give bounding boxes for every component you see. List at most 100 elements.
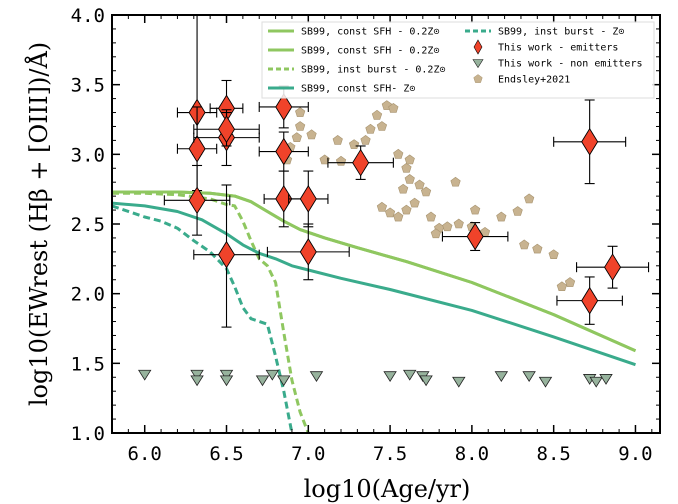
- endsley-point: [512, 206, 523, 216]
- non-emitter-point: [494, 371, 509, 383]
- legend-item: SB99, inst burst - Z⊙: [465, 27, 624, 38]
- endsley-point: [376, 201, 388, 212]
- endsley-points: [281, 100, 576, 292]
- legend-item: SB99, const SFH - 0.2Z⊙: [268, 27, 439, 38]
- y-tick-label: 3.5: [71, 75, 105, 97]
- endsley-point: [332, 135, 343, 145]
- legend-item: This work - non emitters: [472, 59, 643, 70]
- emitter-point: [327, 145, 394, 180]
- endsley-point: [442, 221, 453, 232]
- endsley-point: [556, 281, 567, 292]
- endsley-point: [564, 277, 576, 287]
- non-emitter-point: [255, 375, 270, 387]
- legend-label: SB99, inst burst - 0.2Z⊙: [301, 65, 446, 76]
- legend-item: Endsley+2021: [473, 74, 570, 86]
- endsley-point: [295, 121, 306, 131]
- endsley-point: [450, 176, 461, 187]
- non-emitter-point: [419, 375, 433, 387]
- legend-label: Endsley+2021: [498, 75, 570, 86]
- model-line-2: [112, 191, 310, 433]
- emitter-point: [288, 170, 329, 228]
- legend-item: SB99, inst burst - 0.2Z⊙: [268, 65, 446, 76]
- x-tick-label: 6.5: [209, 443, 243, 465]
- emitter-points: [163, 15, 650, 328]
- endsley-point: [404, 174, 415, 184]
- x-tick-label: 6.0: [128, 443, 162, 465]
- legend-item: SB99, const SFH- Z⊙: [268, 84, 415, 95]
- legend-label: SB99, inst burst - Z⊙: [498, 27, 624, 38]
- legend-swatch-pentagon: [473, 74, 483, 83]
- endsley-point: [519, 239, 530, 250]
- endsley-point: [384, 207, 396, 218]
- legend-swatch-triangle: [472, 59, 484, 69]
- non-emitter-point: [277, 375, 291, 387]
- endsley-point: [376, 121, 388, 131]
- endsley-point: [524, 193, 535, 204]
- x-tick-label: 8.0: [455, 443, 489, 465]
- non-emitter-point: [190, 375, 204, 387]
- non-emitter-point: [452, 376, 466, 388]
- emitter-marker: [581, 127, 599, 156]
- endsley-point: [388, 103, 399, 113]
- endsley-point: [430, 228, 441, 239]
- legend-label: SB99, const SFH- Z⊙: [301, 84, 415, 95]
- x-tick-label: 9.0: [618, 443, 652, 465]
- emitter-point: [441, 222, 509, 252]
- non-emitter-point: [309, 371, 324, 383]
- emitter-marker: [188, 186, 206, 215]
- non-emitter-point: [219, 369, 234, 381]
- endsley-point: [348, 139, 360, 149]
- axes: 6.0 6.5 7.0 7.5 8.0 8.5 9.0 1.0 1.5 2.0 2.5 3.0 3.5 4…: [71, 5, 661, 465]
- emitter-point: [193, 111, 260, 147]
- y-tick-label: 3.0: [71, 144, 105, 166]
- x-tick-label: 7.0: [291, 443, 325, 465]
- non-emitter-point: [265, 369, 280, 381]
- non-emitter-point: [383, 371, 397, 383]
- y-tick-label: 2.0: [71, 284, 105, 306]
- non-emitter-point: [538, 376, 553, 388]
- endsley-point: [295, 107, 306, 117]
- y-tick-label: 1.5: [71, 353, 105, 375]
- endsley-point: [398, 183, 409, 194]
- endsley-point: [425, 211, 437, 222]
- emitter-marker: [275, 137, 293, 166]
- non-emitter-point: [589, 376, 603, 388]
- x-axis-title: log10(Age/yr): [304, 475, 471, 503]
- emitter-marker: [352, 148, 370, 177]
- emitter-point: [258, 131, 309, 172]
- non-emitter-point: [137, 369, 152, 381]
- x-tick-label: 8.5: [537, 443, 571, 465]
- emitter-point: [193, 184, 260, 328]
- non-emitter-point: [402, 369, 417, 381]
- emitter-marker: [299, 238, 317, 266]
- model-lines: [112, 190, 637, 433]
- legend: SB99, const SFH - 0.2Z⊙ SB99, const SFH -…: [261, 21, 655, 99]
- emitter-point: [556, 276, 623, 325]
- endsley-point: [453, 218, 464, 229]
- endsley-point: [306, 129, 317, 140]
- y-axis-title: log10(EWrest (Hβ + [OIII])/Å): [24, 42, 53, 406]
- y-tick-label: 4.0: [71, 5, 105, 27]
- endsley-point: [420, 186, 432, 197]
- model-line-3: [112, 201, 636, 367]
- legend-label: SB99, const SFH - 0.2Z⊙: [301, 27, 439, 38]
- endsley-point: [401, 162, 412, 173]
- emitter-marker: [188, 134, 206, 163]
- non-emitter-points: [137, 369, 613, 388]
- x-tick-label: 7.5: [373, 443, 407, 465]
- endsley-point: [548, 249, 559, 260]
- emitter-point: [163, 164, 231, 236]
- endsley-point: [409, 197, 420, 208]
- legend-label: This work - emitters: [498, 43, 618, 54]
- endsley-point: [496, 211, 507, 222]
- emitter-marker: [466, 222, 484, 251]
- emitter-marker: [604, 253, 622, 282]
- emitter-marker: [217, 115, 236, 144]
- legend-item: This work - emitters: [473, 39, 618, 55]
- emitter-marker: [299, 185, 317, 213]
- legend-swatch-diamond: [473, 39, 483, 55]
- y-tick-label: 2.5: [71, 214, 105, 236]
- endsley-point: [393, 148, 404, 159]
